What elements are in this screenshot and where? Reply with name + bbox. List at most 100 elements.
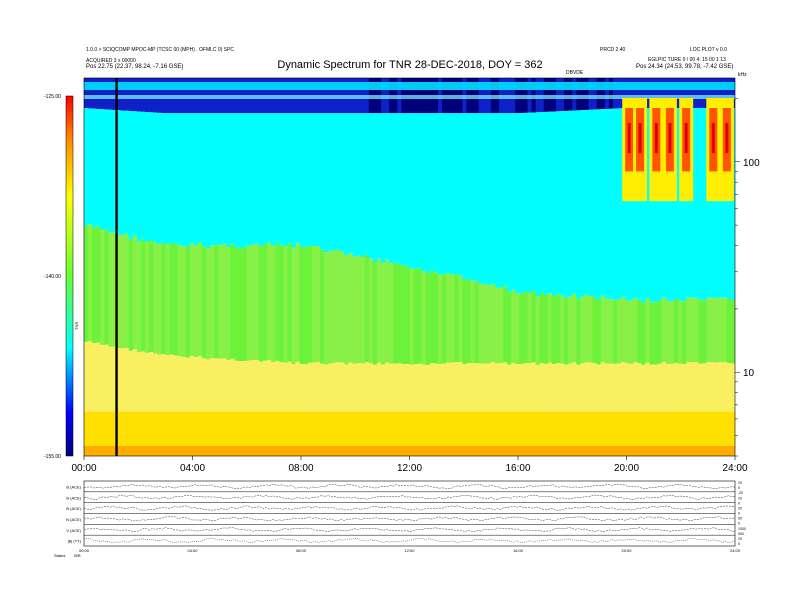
spectrum-column-cyan — [702, 108, 707, 301]
spectrum-column-cyan — [539, 112, 545, 293]
spectrum-column-yellow — [458, 362, 463, 412]
spectrum-column-yellow — [116, 347, 122, 412]
spectrum-column-yellow — [234, 360, 240, 412]
spectrum-column-yellow — [474, 363, 480, 412]
spectrum-column-green — [254, 243, 260, 361]
spectrum-column-cyan — [120, 110, 126, 236]
spectrum-column-green — [218, 245, 223, 359]
spectrum-column-blue — [572, 78, 577, 111]
spectrum-column-yellow — [214, 358, 219, 412]
spectrum-column-green — [572, 293, 577, 363]
spectrum-column-blue — [690, 78, 695, 109]
spectrum-column-deep-yellow — [576, 411, 581, 456]
spectrum-column-yellow — [88, 341, 93, 412]
spectrum-column-blue — [710, 78, 716, 109]
spectrum-column-green — [397, 263, 402, 364]
panel-right-tick-label: -20 — [738, 491, 743, 495]
spectrum-column-yellow — [657, 363, 663, 412]
spectrum-column-green — [145, 241, 150, 353]
spectrum-column-green — [612, 299, 618, 364]
spectrum-column-yellow — [324, 364, 329, 412]
spectrum-column-green — [340, 251, 345, 363]
spectrum-column-green — [275, 243, 280, 361]
spectrum-column-green — [348, 252, 353, 363]
spectrum-column-yellow — [645, 362, 650, 412]
spectrum-column-deep-yellow — [230, 411, 235, 456]
spectrum-column-green — [617, 299, 622, 364]
spectrum-column-yellow — [295, 361, 301, 412]
spectrum-column-green — [92, 227, 97, 344]
spectrum-column-cyan — [132, 111, 138, 236]
spectrum-column-cyan — [218, 113, 223, 246]
spectrum-column-deep-yellow — [283, 411, 288, 456]
spectrum-column-green — [437, 274, 443, 365]
spectrum-column-deep-yellow — [417, 411, 423, 456]
spectrum-column-yellow — [381, 364, 386, 412]
spectrum-column-green — [596, 300, 602, 365]
spectrum-column-deep-yellow — [234, 411, 240, 456]
spectrum-column-cyan — [478, 113, 484, 284]
spectrum-column-deep-yellow — [600, 411, 606, 456]
colorbar-tick-top: -125.00 — [44, 94, 61, 100]
spectrum-column-yellow — [189, 356, 195, 412]
spectrum-column-blue — [112, 78, 117, 110]
spectrum-column-green — [653, 302, 659, 365]
spectrum-column-yellow — [661, 362, 667, 412]
spectrum-column-green — [238, 248, 244, 362]
spectrum-column-cyan — [324, 113, 329, 253]
spectrum-column-blue — [136, 78, 142, 112]
spectrum-column-blue — [649, 78, 655, 109]
spectrum-column-green — [389, 263, 394, 364]
spectrum-column-cyan — [718, 108, 724, 298]
spectrum-column-deep-yellow — [621, 411, 626, 456]
spectrum-column-deep-yellow — [686, 411, 691, 456]
spectrum-column-green — [649, 302, 655, 365]
spectrum-column-green — [328, 250, 333, 364]
spectrum-column-yellow — [584, 362, 589, 412]
spectrum-column-deep-yellow — [145, 411, 150, 456]
spectrum-column-cyan — [494, 113, 500, 288]
spectrum-column-blue — [84, 78, 89, 109]
spectrum-column-deep-yellow — [437, 411, 443, 456]
spectrum-column-green — [637, 299, 642, 364]
spectrum-column-green — [104, 229, 109, 345]
spectrum-column-green — [128, 239, 134, 351]
colorbar-tick-mid: -140.00 — [44, 274, 61, 280]
spectrum-column-yellow — [267, 360, 272, 412]
spectrum-column-deep-yellow — [458, 411, 463, 456]
spectrum-column-cyan — [185, 113, 191, 248]
spectrum-column-cyan — [645, 108, 650, 299]
panel-right-tick-label: 0 — [738, 512, 740, 516]
spectrum-column-deep-yellow — [328, 411, 333, 456]
spectrum-column-deep-yellow — [356, 411, 362, 456]
spectrum-column-green — [234, 247, 240, 361]
spectrum-column-green — [96, 226, 101, 343]
spectrum-column-cyan — [429, 113, 435, 271]
spectrum-column-yellow — [564, 364, 569, 412]
data-gap-line — [115, 78, 118, 456]
spectrum-column-deep-yellow — [694, 411, 699, 456]
spectrum-column-green — [315, 246, 321, 363]
spectrum-column-yellow — [222, 358, 227, 412]
spectrum-column-yellow — [572, 362, 577, 412]
spectrum-column-green — [193, 245, 199, 358]
spectrum-column-green — [283, 246, 288, 363]
header-position-right: Pos 24.34 (24.53, 99.78, -7.42 GSE) — [636, 64, 734, 70]
spectrum-column-cyan — [458, 113, 463, 276]
spectrum-column-deep-yellow — [153, 411, 158, 456]
spectrum-column-green — [303, 247, 309, 365]
spectrum-column-cyan — [433, 113, 439, 273]
spectrum-column-deep-yellow — [393, 411, 398, 456]
spectrum-column-green — [686, 297, 691, 363]
spectrum-column-deep-yellow — [157, 411, 162, 456]
spectrum-column-cyan — [499, 113, 504, 288]
spectrum-column-yellow — [401, 364, 406, 412]
spectrum-column-deep-yellow — [222, 411, 227, 456]
spectrum-column-cyan — [486, 113, 492, 286]
spectrum-column-green — [629, 300, 634, 364]
spectrum-column-cyan — [612, 108, 618, 300]
y-tick-label: 100 — [743, 158, 760, 169]
spectrum-column-yellow — [429, 363, 435, 412]
spectrum-column-cyan — [393, 113, 398, 264]
spectrum-column-yellow — [726, 362, 732, 412]
